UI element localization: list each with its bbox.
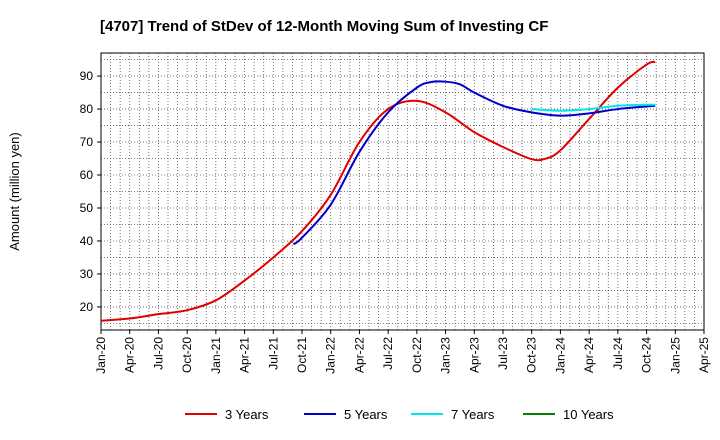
chart-title: [4707] Trend of StDev of 12-Month Moving…: [100, 18, 548, 35]
legend-item-5-years[interactable]: 5 Years: [304, 407, 388, 422]
plot-frame: [100, 52, 705, 331]
x-tick-label: Oct-20: [180, 337, 194, 373]
series-layer: [100, 60, 656, 322]
legend-label: 5 Years: [344, 407, 388, 422]
x-tick-label: Jan-20: [94, 337, 108, 374]
x-tick-label: Oct-22: [410, 337, 424, 373]
x-tick-label: Jan-22: [324, 337, 338, 374]
legend-label: 7 Years: [451, 407, 495, 422]
x-tick-label: Apr-23: [467, 337, 481, 373]
series-line-7-years: [531, 103, 656, 112]
legend-label: 3 Years: [225, 407, 269, 422]
x-tick-label: Jul-20: [151, 337, 165, 370]
x-tick-label: Jul-24: [611, 337, 625, 370]
x-tick-label: Apr-24: [582, 337, 596, 373]
x-tick-label: Jan-21: [209, 337, 223, 374]
legend-item-10-years[interactable]: 10 Years: [523, 407, 614, 422]
y-tick-label: 40: [80, 234, 94, 248]
x-tick-label: Jul-22: [381, 337, 395, 370]
y-tick-label: 70: [80, 135, 94, 149]
y-tick-label: 90: [80, 69, 94, 83]
series-line-3-years: [100, 60, 656, 322]
y-tick-label: 20: [80, 300, 94, 314]
x-tick-label: Apr-21: [238, 337, 252, 373]
x-tick-label: Jan-25: [668, 337, 682, 374]
x-tick-label: Oct-24: [640, 337, 654, 373]
x-tick-label: Apr-25: [697, 337, 711, 373]
legend-item-3-years[interactable]: 3 Years: [185, 407, 269, 422]
x-tick-label: Oct-21: [295, 337, 309, 373]
x-tick-label: Apr-20: [123, 337, 137, 373]
grid: [101, 53, 704, 330]
y-tick-label: 30: [80, 267, 94, 281]
legend-label: 10 Years: [563, 407, 614, 422]
y-tick-label: 80: [80, 102, 94, 116]
y-axis-label: Amount (million yen): [7, 132, 22, 251]
y-tick-label: 50: [80, 201, 94, 215]
x-tick-label: Jul-23: [496, 337, 510, 370]
y-tick-label: 60: [80, 168, 94, 182]
x-tick-label: Apr-22: [352, 337, 366, 373]
legend[interactable]: 3 Years 5 Years 7 Years 10 Years: [185, 407, 614, 422]
legend-item-7-years[interactable]: 7 Years: [411, 407, 495, 422]
series-line-5-years: [292, 80, 656, 246]
x-tick-label: Jan-24: [553, 337, 567, 374]
x-tick-label: Oct-23: [525, 337, 539, 373]
x-tick-label: Jul-21: [266, 337, 280, 370]
x-axis: Jan-20 Apr-20 Jul-20 Oct-20 Jan-21 Apr-21 Jul-…: [94, 330, 711, 374]
x-tick-label: Jan-23: [439, 337, 453, 374]
y-axis: 20 30 40 50 60 70 80 90: [80, 69, 101, 314]
